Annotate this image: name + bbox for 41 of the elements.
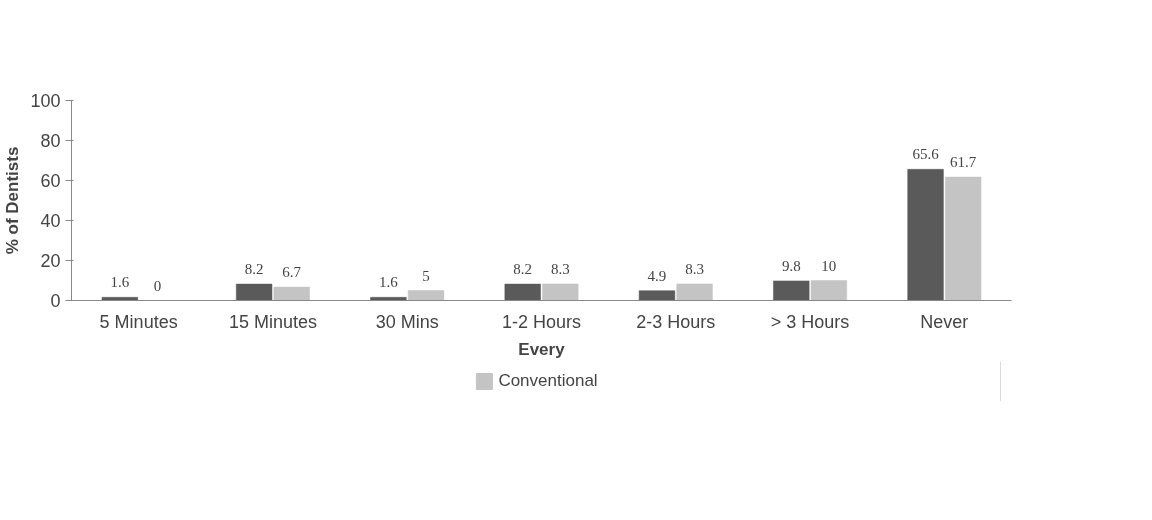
data-label: 6.7 xyxy=(282,264,302,281)
y-axis-title: % of Dentists xyxy=(3,146,23,255)
bar xyxy=(638,290,676,301)
bar xyxy=(810,280,847,301)
bar xyxy=(907,169,944,301)
x-tick-label: Never xyxy=(920,311,969,332)
data-label: 8.2 xyxy=(513,261,533,278)
y-tick-label: 20 xyxy=(40,251,61,271)
y-tick-label: 100 xyxy=(30,91,61,111)
legend-label: Conventional xyxy=(498,371,598,391)
x-tick-label: > 3 Hours xyxy=(770,311,850,332)
bar xyxy=(236,283,273,301)
bar xyxy=(676,283,713,301)
x-tick-label: 15 Minutes xyxy=(228,311,317,332)
bar xyxy=(407,290,445,301)
y-tick-label: 60 xyxy=(40,171,61,191)
x-tick-label: 1-2 Hours xyxy=(501,311,582,332)
x-tick-label: 30 Mins xyxy=(375,311,439,332)
y-tick-label: 80 xyxy=(40,131,61,151)
x-tick-label: 2-3 Hours xyxy=(636,311,716,332)
data-label: 9.8 xyxy=(781,257,801,274)
data-label: 61.7 xyxy=(950,154,977,171)
data-label: 10 xyxy=(821,257,837,274)
y-tick-label: 40 xyxy=(40,211,61,231)
y-tick-label: 0 xyxy=(50,291,61,311)
data-label: 8.3 xyxy=(550,260,570,277)
x-axis-title: Every xyxy=(518,339,566,359)
data-label: 4.9 xyxy=(647,267,667,284)
data-label: 0 xyxy=(153,277,162,294)
data-label: 8.2 xyxy=(244,261,264,278)
x-tick-label: 5 Minutes xyxy=(99,311,178,332)
bar xyxy=(773,280,810,301)
data-label: 1.6 xyxy=(379,274,399,291)
data-label: 1.6 xyxy=(110,274,130,291)
bar xyxy=(273,286,310,301)
bar xyxy=(504,283,541,301)
data-label: 65.6 xyxy=(912,146,940,163)
bar xyxy=(542,283,579,301)
data-label: 5 xyxy=(422,267,430,284)
data-label: 8.3 xyxy=(685,260,704,277)
bar xyxy=(945,176,982,301)
